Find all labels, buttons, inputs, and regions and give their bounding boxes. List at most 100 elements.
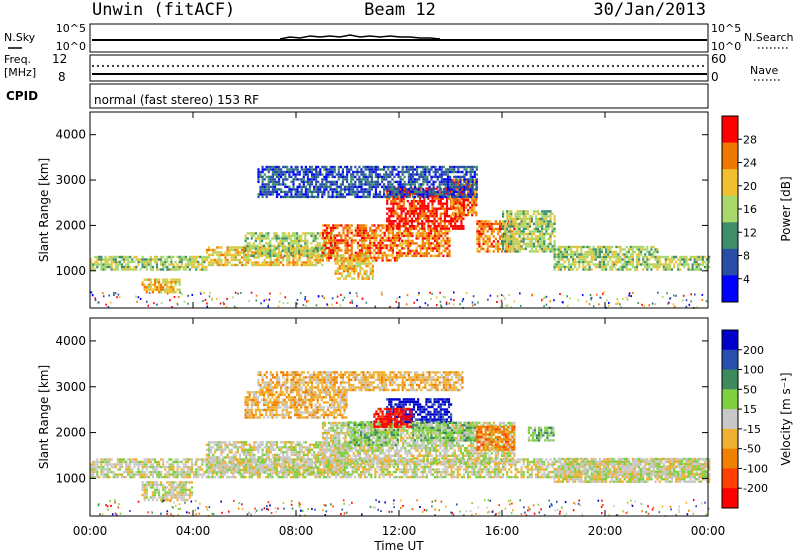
power-cell [358,195,361,199]
power-speck [307,299,309,302]
power-cell [442,173,445,176]
power-cell [504,220,507,223]
power-cell [498,237,502,241]
power-cell [502,212,505,216]
power-band [141,278,181,294]
power-cell [283,239,286,243]
power-cell [261,252,264,255]
power-plot-area [90,112,708,308]
velocity-cell [123,470,126,474]
power-speck [603,291,605,294]
power-cell [433,222,436,225]
power-cell [528,240,531,243]
power-cell [449,188,452,191]
power-cell [526,210,529,213]
power-cell [399,180,402,184]
power-cell [280,195,283,199]
power-cell [329,180,332,184]
power-cell [300,178,303,181]
power-cell [419,232,422,235]
velocity-cell [118,465,121,469]
power-cell [339,188,342,191]
power-cell [190,255,194,259]
power-cell [102,263,105,266]
power-cell [315,178,318,181]
power-cell [530,247,533,251]
power-cell [401,239,404,243]
power-cell [278,183,281,186]
power-cell [460,213,463,217]
power-cell [683,265,686,269]
power-cell [275,252,278,255]
power-cell [212,253,215,257]
power-cell [530,217,533,221]
velocity-cell [184,473,187,476]
power-cell [421,212,424,215]
power-cell [600,258,604,261]
power-cell [330,236,333,240]
power-cell [354,195,357,199]
velocity-cell [108,475,111,479]
power-cell [360,234,364,237]
power-cell [508,235,511,238]
velocity-cell [178,473,181,476]
power-cell [450,206,453,209]
power-cell [360,183,363,186]
power-cell [644,255,647,259]
power-cell [315,180,318,184]
power-cell [644,248,647,251]
power-speck [268,298,271,301]
power-cell [424,168,427,171]
velocity-cell [145,460,148,464]
power-cell [288,185,291,189]
power-cell [467,208,470,212]
power-cell [265,188,268,191]
power-cell [609,248,612,251]
power-cell [158,291,161,294]
power-speck [416,299,418,302]
power-cell [446,178,450,181]
power-cell [582,253,585,256]
power-cell [633,250,636,254]
velocity-cell [131,468,134,471]
power-cell [537,212,540,216]
power-cell [465,173,468,176]
power-cell [317,185,320,189]
power-cell [396,207,399,210]
power-cell [405,188,408,191]
power-cell [258,237,262,240]
power-cell [358,180,361,184]
power-cell [376,165,380,169]
power-cell [535,222,538,226]
power-cell [369,269,372,273]
power-speck [226,297,228,300]
velocity-cell [178,460,181,464]
power-cell [234,258,237,262]
power-cell [502,215,505,218]
velocity-cell [184,475,187,479]
power-cell [428,168,431,171]
power-speck [117,293,120,296]
power-cell [526,242,529,246]
power-cell [559,250,562,254]
power-cell [343,185,347,189]
power-cell [391,249,394,252]
power-cell [530,235,533,238]
power-cell [271,244,274,248]
power-cell [541,235,544,238]
velocity-cell [205,470,208,474]
power-cell [381,231,384,235]
power-cell [462,213,466,217]
power-cell [127,268,130,271]
power-cell [381,251,384,255]
power-cell [348,249,351,252]
power-cell [244,244,247,248]
power-cell [438,195,441,199]
power-cell [346,173,349,176]
power-cell [337,185,340,189]
power-cell [467,188,470,191]
power-cell [436,234,439,238]
power-cell [425,207,428,210]
power-cell [306,256,309,259]
power-cell [340,262,343,265]
